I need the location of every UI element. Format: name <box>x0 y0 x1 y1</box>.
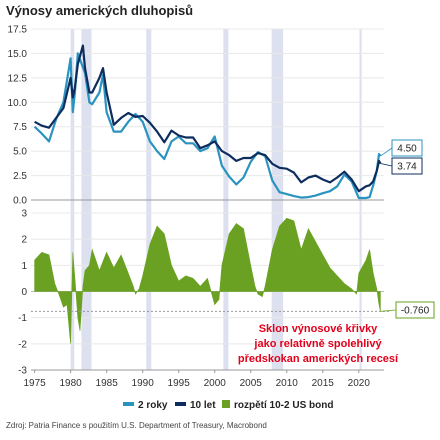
chart-title: Výnosy amerických dluhopisů <box>6 3 194 18</box>
top-y-tick-label-3: 7.5 <box>13 122 27 133</box>
end-labels: 4.50 3.74 -0.760 <box>380 139 435 319</box>
end-label-10y-leader <box>380 163 393 167</box>
x-tick-label-0: 1975 <box>23 378 46 389</box>
end-label-10y: 3.74 <box>397 162 417 173</box>
legend-swatch-10y <box>175 402 186 406</box>
line-series-2y <box>33 52 382 200</box>
x-tick-label-2: 1985 <box>96 378 119 389</box>
top-y-tick-label-6: 15.0 <box>8 49 28 60</box>
top-y-tick-label-4: 10.0 <box>8 98 28 109</box>
end-label-10y-box <box>391 157 423 175</box>
legend-label-10y: 10 let <box>190 400 216 411</box>
legend-label-spread: rozpětí 10-2 US bond <box>234 400 333 411</box>
end-label-2y-leader <box>380 147 393 157</box>
legend-swatch-2y <box>123 402 134 406</box>
annotation-line-2: jako relativně spolehlivý <box>253 338 382 350</box>
legend-swatch-spread <box>222 400 230 408</box>
top-y-tick-label-2: 5.0 <box>13 147 27 158</box>
spread-area-series <box>34 217 381 344</box>
bottom-y-tick-label-2: -1 <box>18 313 27 324</box>
legend: 2 roky 10 let rozpětí 10-2 US bond <box>123 400 333 411</box>
top-y-tick-label-7: 17.5 <box>8 25 28 36</box>
x-tick-label-6: 2005 <box>240 378 263 389</box>
annotation-line-1: Sklon výnosové křivky <box>259 323 378 335</box>
axes: 0.0 2.5 5.0 7.5 10.0 12.5 15.0 17.5 -3 -2 -1 0 1 2 3 19… <box>8 25 390 389</box>
source-note: Zdroj: Patria Finance s použitím U.S. De… <box>6 421 267 430</box>
x-tick-label-3: 1990 <box>132 378 155 389</box>
top-y-tick-label-0: 0.0 <box>13 196 27 207</box>
x-tick-label-1: 1980 <box>59 378 82 389</box>
top-y-tick-label-1: 2.5 <box>13 171 27 182</box>
bottom-y-tick-label-4: 1 <box>21 261 27 272</box>
bottom-y-tick-label-5: 2 <box>21 235 27 246</box>
end-label-2y: 4.50 <box>397 144 417 155</box>
end-label-spread: -0.760 <box>401 306 430 317</box>
bottom-y-tick-label-1: -2 <box>18 339 27 350</box>
bottom-y-tick-label-0: -3 <box>18 366 27 377</box>
yield-lines <box>33 44 382 200</box>
line-series-10y <box>34 44 382 193</box>
x-tick-label-5: 2000 <box>204 378 227 389</box>
x-tick-label-7: 2010 <box>276 378 299 389</box>
end-label-spread-leader <box>380 309 397 312</box>
end-label-spread-box <box>395 301 435 319</box>
bottom-y-tick-label-6: 3 <box>21 209 27 220</box>
annotation-line-3: předskokan amerických recesí <box>238 353 399 365</box>
spread-area <box>34 217 381 344</box>
end-label-2y-box <box>391 139 423 157</box>
x-tick-label-4: 1995 <box>168 378 191 389</box>
legend-label-2y: 2 roky <box>138 400 168 411</box>
x-tick-label-8: 2015 <box>312 378 335 389</box>
x-tick-label-9: 2020 <box>348 378 371 389</box>
annotation: Sklon výnosové křivky jako relativně spo… <box>238 323 399 365</box>
top-y-tick-label-5: 12.5 <box>8 73 28 84</box>
bottom-y-tick-label-3: 0 <box>21 287 27 298</box>
